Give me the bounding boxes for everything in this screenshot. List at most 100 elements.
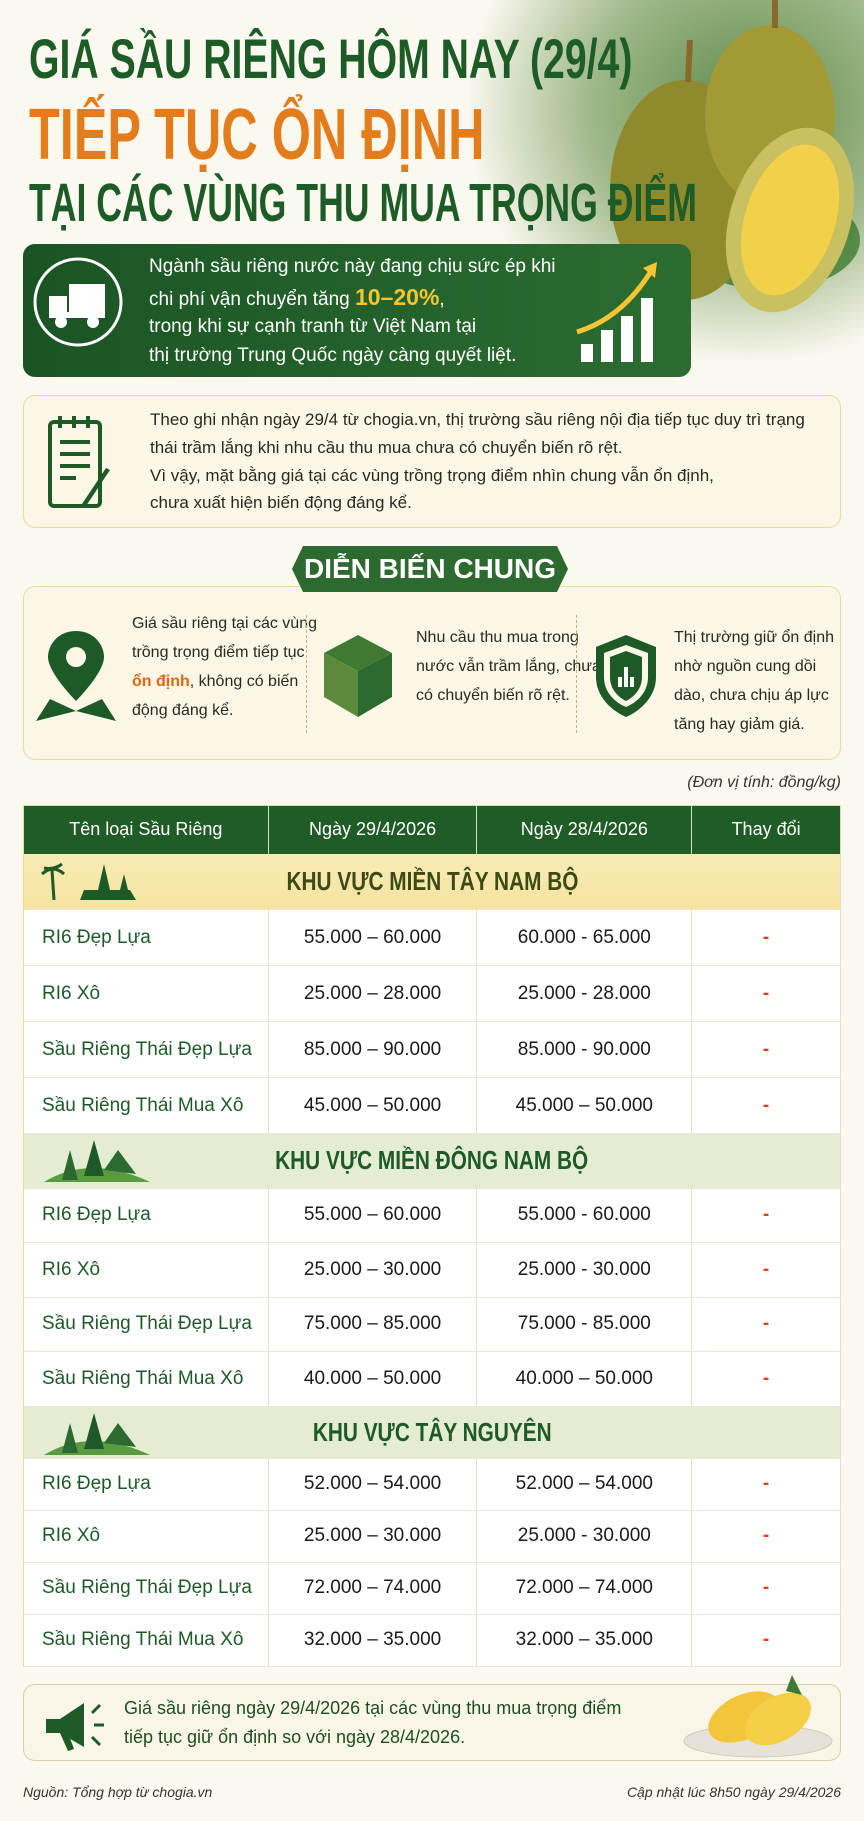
price-today: 40.000 – 50.000 (268, 1351, 478, 1407)
table-row: Sầu Riêng Thái Mua Xô 40.000 – 50.000 40.0… (23, 1351, 841, 1407)
table-row: RI6 Xô 25.000 – 28.000 25.000 - 28.000- (23, 965, 841, 1022)
table-row: RI6 Đẹp Lựa 52.000 – 54.000 52.000 – 54.00… (23, 1458, 841, 1511)
price-today: 25.000 – 30.000 (268, 1510, 478, 1563)
header-yesterday: Ngày 28/4/2026 (476, 805, 693, 854)
price-change: - (691, 909, 841, 966)
overview-col-1: Giá sầu riêng tại các vùng trồng trọng đ… (132, 587, 322, 759)
overview-col-2: Nhu cầu thu mua trong nước vẫn trầm lắng… (416, 587, 606, 759)
variety-name: Sầu Riêng Thái Đẹp Lựa (23, 1297, 269, 1352)
region-name: KHU VỰC MIỀN TÂY NAM BỘ (286, 865, 578, 896)
overview-col-1-emph: ổn định (132, 673, 190, 690)
region-header: KHU VỰC MIỀN ĐÔNG NAM BỘ (23, 1133, 841, 1189)
price-yesterday: 40.000 – 50.000 (476, 1351, 693, 1407)
growth-chart-icon (576, 262, 657, 362)
summary-box: Giá sầu riêng ngày 29/4/2026 tại các vùn… (23, 1675, 841, 1761)
table-row: Sầu Riêng Thái Đẹp Lựa 72.000 – 74.000 72.… (23, 1562, 841, 1615)
divider (576, 615, 577, 733)
price-today: 55.000 – 60.000 (268, 909, 478, 966)
notepad-pencil-icon (48, 416, 110, 508)
price-change: - (691, 1077, 841, 1134)
header-change: Thay đổi (691, 805, 841, 854)
price-change: - (691, 1242, 841, 1298)
forest-hill-icon (44, 1412, 150, 1455)
price-yesterday: 85.000 - 90.000 (476, 1021, 693, 1078)
shield-icon (596, 635, 656, 717)
price-today: 55.000 – 60.000 (268, 1188, 478, 1243)
table-row: Sầu Riêng Thái Mua Xô 32.000 – 35.000 32.0… (23, 1614, 841, 1667)
highlight-line-3: trong khi sự cạnh tranh từ Việt Nam tại (149, 316, 477, 337)
region-header: KHU VỰC TÂY NGUYÊN (23, 1406, 841, 1459)
map-pin-icon (36, 631, 116, 721)
truck-icon (33, 257, 123, 347)
note-line-4: chưa xuất hiện biến động đáng kể. (150, 493, 412, 512)
variety-name: RI6 Xô (23, 1242, 269, 1298)
megaphone-icon (46, 1703, 104, 1751)
table-row: RI6 Đẹp Lựa 55.000 – 60.000 60.000 - 65.00… (23, 909, 841, 966)
price-change: - (691, 1351, 841, 1407)
overview-col-3-text: Thị trường giữ ổn định nhờ nguồn cung dồ… (674, 629, 834, 733)
price-today: 32.000 – 35.000 (268, 1614, 478, 1667)
price-yesterday: 25.000 - 28.000 (476, 965, 693, 1022)
price-change: - (691, 1562, 841, 1615)
highlight-line-1: Ngành sầu riêng nước này đang chịu sức é… (149, 256, 556, 277)
header-name: Tên loại Sầu Riêng (23, 805, 269, 854)
variety-name: RI6 Đẹp Lựa (23, 1458, 269, 1511)
variety-name: Sầu Riêng Thái Đẹp Lựa (23, 1562, 269, 1615)
forest-hill-icon (44, 1140, 150, 1182)
title-line-3: TẠI CÁC VÙNG THU MUA TRỌNG ĐIỂM (29, 173, 697, 233)
table-row: RI6 Xô 25.000 – 30.000 25.000 - 30.000- (23, 1242, 841, 1298)
region-header-row: KHU VỰC MIỀN TÂY NAM BỘ (23, 853, 841, 910)
variety-name: Sầu Riêng Thái Mua Xô (23, 1077, 269, 1134)
note-line-2: thái trầm lắng khi nhu cầu thu mua chưa … (150, 438, 623, 457)
note-line-3: Vì vậy, mặt bằng giá tại các vùng trồng … (150, 466, 714, 485)
durian-illustration (610, 0, 860, 313)
variety-name: Sầu Riêng Thái Mua Xô (23, 1614, 269, 1667)
overview-col-2-text: Nhu cầu thu mua trong nước vẫn trầm lắng… (416, 629, 601, 704)
highlight-box: Ngành sầu riêng nước này đang chịu sức é… (23, 244, 691, 377)
note-line-1: Theo ghi nhận ngày 29/4 từ chogia.vn, th… (150, 410, 805, 429)
variety-name: RI6 Đẹp Lựa (23, 1188, 269, 1243)
price-yesterday: 25.000 - 30.000 (476, 1510, 693, 1563)
price-today: 72.000 – 74.000 (268, 1562, 478, 1615)
summary-line-1: Giá sầu riêng ngày 29/4/2026 tại các vùn… (124, 1698, 622, 1718)
price-today: 45.000 – 50.000 (268, 1077, 478, 1134)
table-header-row: Tên loại Sầu Riêng Ngày 29/4/2026 Ngày 2… (23, 805, 841, 854)
highlight-line-2: chi phí vận chuyển tăng 10–20%, (149, 284, 445, 311)
region-header-row: KHU VỰC MIỀN ĐÔNG NAM BỘ (23, 1133, 841, 1189)
variety-name: Sầu Riêng Thái Đẹp Lựa (23, 1021, 269, 1078)
table-row: RI6 Đẹp Lựa 55.000 – 60.000 55.000 - 60.00… (23, 1188, 841, 1243)
price-yesterday: 72.000 – 74.000 (476, 1562, 693, 1615)
highlight-line-4: thị trường Trung Quốc ngày càng quyết li… (149, 345, 517, 366)
overview-box: Giá sầu riêng tại các vùng trồng trọng đ… (23, 586, 841, 760)
price-change: - (691, 1021, 841, 1078)
header-today: Ngày 29/4/2026 (268, 805, 478, 854)
variety-name: Sầu Riêng Thái Mua Xô (23, 1351, 269, 1407)
price-change: - (691, 1510, 841, 1563)
title-line-2: TIẾP TỤC ỔN ĐỊNH (29, 95, 485, 175)
box-icon (324, 635, 392, 717)
price-change: - (691, 1297, 841, 1352)
price-change: - (691, 1614, 841, 1667)
source-note: Nguồn: Tổng hợp từ chogia.vn (23, 1784, 213, 1800)
price-yesterday: 60.000 - 65.000 (476, 909, 693, 966)
table-row: Sầu Riêng Thái Đẹp Lựa 75.000 – 85.000 75.… (23, 1297, 841, 1352)
variety-name: RI6 Đẹp Lựa (23, 909, 269, 966)
title-line-1: GIÁ SẦU RIÊNG HÔM NAY (29/4) (29, 27, 633, 90)
summary-line-2: tiếp tục giữ ổn định so với ngày 28/4/20… (124, 1727, 466, 1747)
variety-name: RI6 Xô (23, 1510, 269, 1563)
price-yesterday: 55.000 - 60.000 (476, 1188, 693, 1243)
highlight-line-2-end: , (439, 289, 445, 310)
table-row: Sầu Riêng Thái Đẹp Lựa 85.000 – 90.000 85.… (23, 1021, 841, 1078)
region-name: KHU VỰC TÂY NGUYÊN (312, 1416, 552, 1447)
note-box: Theo ghi nhận ngày 29/4 từ chogia.vn, th… (23, 395, 841, 528)
price-yesterday: 75.000 - 85.000 (476, 1297, 693, 1352)
price-today: 25.000 – 28.000 (268, 965, 478, 1022)
region-name: KHU VỰC MIỀN ĐÔNG NAM BỘ (275, 1145, 589, 1176)
overview-col-3: Thị trường giữ ổn định nhờ nguồn cung dồ… (674, 587, 842, 759)
price-change: - (691, 965, 841, 1022)
highlight-line-2-text: chi phí vận chuyển tăng (149, 289, 355, 310)
palm-boat-icon (40, 862, 136, 900)
price-yesterday: 32.000 – 35.000 (476, 1614, 693, 1667)
price-today: 75.000 – 85.000 (268, 1297, 478, 1352)
price-today: 25.000 – 30.000 (268, 1242, 478, 1298)
